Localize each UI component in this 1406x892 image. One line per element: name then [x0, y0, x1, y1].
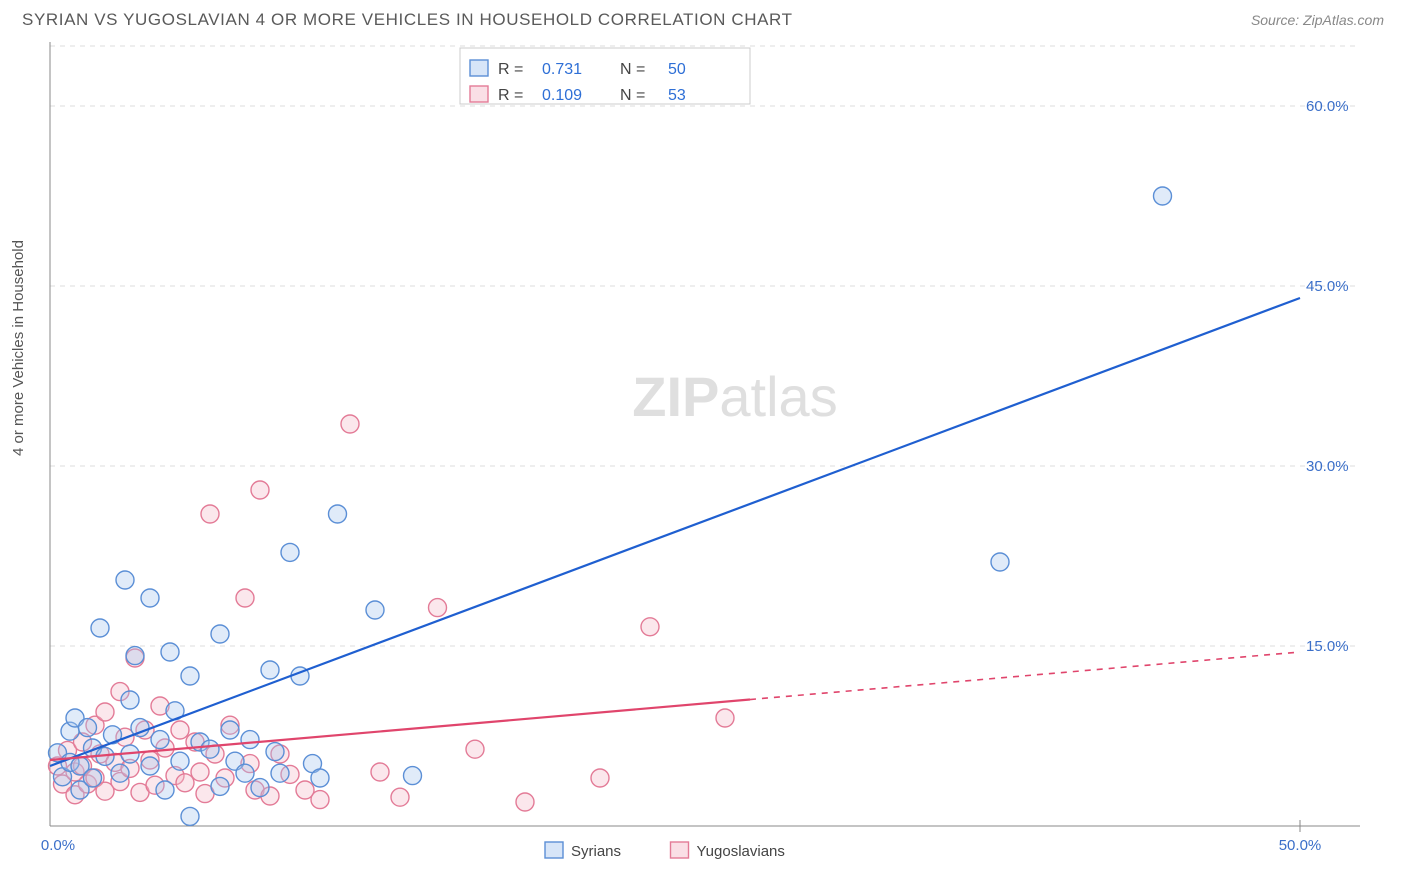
- x-tick-label: 0.0%: [41, 837, 75, 854]
- syrians-point: [271, 764, 289, 782]
- yugoslavians-point: [191, 763, 209, 781]
- legend-bottom-label: Syrians: [571, 843, 621, 860]
- legend-r-value: 0.731: [542, 61, 582, 78]
- syrians-point: [116, 571, 134, 589]
- syrians-point: [311, 769, 329, 787]
- legend-n-label: N =: [620, 87, 645, 104]
- syrians-point: [1154, 187, 1172, 205]
- syrians-point: [181, 807, 199, 825]
- syrians-point: [241, 731, 259, 749]
- yugoslavians-point: [391, 788, 409, 806]
- legend-r-label: R =: [498, 87, 523, 104]
- yugoslavians-trendline-extrapolated: [750, 652, 1300, 700]
- syrians-point: [141, 757, 159, 775]
- y-tick-label: 45.0%: [1306, 278, 1349, 295]
- y-tick-label: 15.0%: [1306, 638, 1349, 655]
- syrians-point: [251, 779, 269, 797]
- syrians-point: [404, 767, 422, 785]
- syrians-point: [236, 764, 254, 782]
- syrians-point: [141, 589, 159, 607]
- yugoslavians-point: [251, 481, 269, 499]
- syrians-point: [156, 781, 174, 799]
- syrians-point: [991, 553, 1009, 571]
- legend-n-value: 53: [668, 87, 686, 104]
- legend-swatch: [470, 86, 488, 102]
- legend-r-value: 0.109: [542, 87, 582, 104]
- yugoslavians-point: [466, 740, 484, 758]
- yugoslavians-point: [429, 599, 447, 617]
- y-axis-label: 4 or more Vehicles in Household: [10, 240, 27, 456]
- syrians-point: [266, 743, 284, 761]
- x-tick-label: 50.0%: [1279, 837, 1322, 854]
- syrians-point: [91, 619, 109, 637]
- yugoslavians-point: [591, 769, 609, 787]
- yugoslavians-point: [311, 791, 329, 809]
- syrians-point: [211, 625, 229, 643]
- syrians-point: [366, 601, 384, 619]
- chart-container: 4 or more Vehicles in Household 15.0% 30.…: [0, 36, 1406, 892]
- syrians-point: [126, 647, 144, 665]
- syrians-point: [151, 731, 169, 749]
- legend-bottom-swatch: [671, 842, 689, 858]
- yugoslavians-point: [716, 709, 734, 727]
- yugoslavians-point: [641, 618, 659, 636]
- syrians-point: [329, 505, 347, 523]
- legend-swatch: [470, 60, 488, 76]
- syrians-point: [211, 777, 229, 795]
- legend-n-value: 50: [668, 61, 686, 78]
- yugoslavians-point: [371, 763, 389, 781]
- y-tick-label: 30.0%: [1306, 458, 1349, 475]
- syrians-point: [181, 667, 199, 685]
- syrians-point: [111, 764, 129, 782]
- legend-bottom-label: Yugoslavians: [697, 843, 785, 860]
- chart-source: Source: ZipAtlas.com: [1251, 12, 1384, 28]
- syrians-point: [84, 769, 102, 787]
- correlation-chart: 15.0% 30.0% 45.0% 60.0% ZIPatlas 0.0% 50.0% R =…: [0, 36, 1406, 892]
- syrians-point: [121, 691, 139, 709]
- syrians-point: [171, 752, 189, 770]
- legend-n-label: N =: [620, 61, 645, 78]
- syrians-point: [281, 543, 299, 561]
- watermark: ZIPatlas: [632, 365, 837, 428]
- chart-header: SYRIAN VS YUGOSLAVIAN 4 OR MORE VEHICLES…: [0, 0, 1406, 36]
- yugoslavians-point: [341, 415, 359, 433]
- y-tick-label: 60.0%: [1306, 98, 1349, 115]
- yugoslavians-point: [516, 793, 534, 811]
- syrians-point: [161, 643, 179, 661]
- legend-bottom-swatch: [545, 842, 563, 858]
- syrians-point: [201, 740, 219, 758]
- chart-title: SYRIAN VS YUGOSLAVIAN 4 OR MORE VEHICLES…: [22, 10, 793, 30]
- yugoslavians-point: [96, 703, 114, 721]
- syrians-point: [261, 661, 279, 679]
- yugoslavians-point: [236, 589, 254, 607]
- legend-r-label: R =: [498, 61, 523, 78]
- syrians-point: [221, 721, 239, 739]
- syrians-point: [79, 719, 97, 737]
- yugoslavians-point: [176, 774, 194, 792]
- yugoslavians-point: [201, 505, 219, 523]
- yugoslavians-point: [171, 721, 189, 739]
